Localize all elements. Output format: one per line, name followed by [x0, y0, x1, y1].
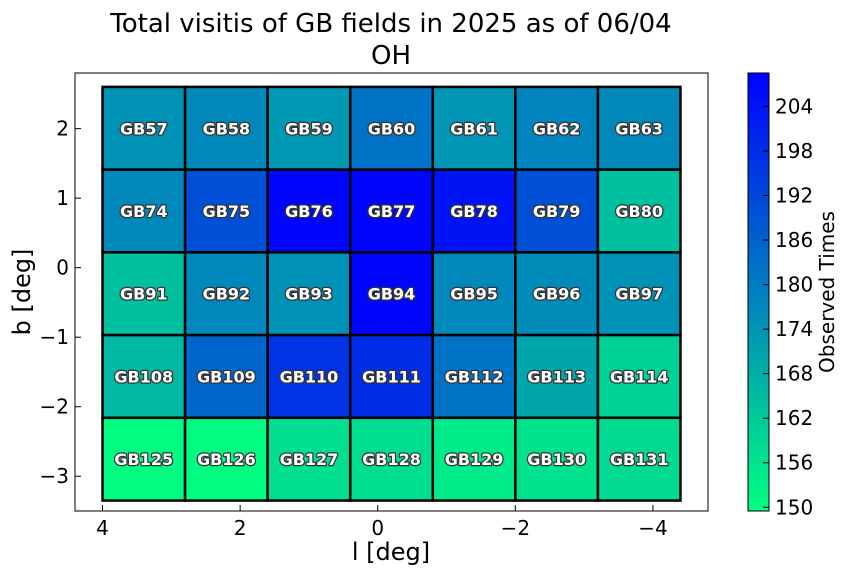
x-tick-label: 2: [234, 516, 247, 540]
heatmap-cell: [431, 333, 517, 420]
cell-label: GB131: [610, 450, 669, 469]
cell-label: GB113: [527, 367, 586, 386]
cell-label: GB76: [285, 202, 333, 221]
cell-label: GB109: [197, 367, 256, 386]
heatmap-cell: [183, 251, 269, 337]
x-tick-label: −4: [638, 516, 667, 540]
x-tick-label: −2: [501, 516, 530, 540]
cell-label: GB80: [615, 202, 663, 221]
colorbar-tick-label: 156: [775, 451, 813, 475]
y-axis-ticks: 2 1 0 −1 −2 −3: [40, 117, 81, 488]
heatmap-cell: [348, 251, 435, 337]
cell-label: GB59: [285, 119, 333, 138]
cell-label: GB60: [368, 119, 416, 138]
x-tick-label: 0: [371, 516, 384, 540]
cell-label: GB108: [114, 367, 173, 386]
cell-label: GB96: [533, 285, 581, 304]
y-tick-label: 2: [56, 117, 69, 141]
colorbar-tick-label: 162: [775, 406, 813, 430]
cell-label: GB57: [120, 119, 168, 138]
chart-title: Total visitis of GB fields in 2025 as of…: [109, 9, 671, 39]
heatmap-cell: [183, 168, 269, 254]
cell-label: GB130: [527, 450, 586, 469]
cell-label: GB94: [368, 285, 416, 304]
colorbar-tick-label: 180: [775, 273, 813, 297]
cell-label: GB78: [450, 202, 498, 221]
colorbar-tick-label: 168: [775, 362, 813, 386]
heatmap-cell: [183, 416, 269, 502]
cell-label: GB92: [203, 285, 251, 304]
colorbar-tick-label: 150: [775, 495, 813, 519]
heatmap-cell: [431, 416, 517, 502]
cell-label: GB91: [120, 285, 168, 304]
x-axis-label: l [deg]: [352, 538, 430, 566]
cell-label: GB95: [450, 285, 498, 304]
heatmap-cell: [101, 85, 187, 171]
heatmap-cell: [514, 251, 600, 337]
colorbar-tick-label: 186: [775, 228, 813, 252]
cell-label: GB114: [610, 367, 669, 386]
heatmap-cell: [514, 168, 600, 254]
cell-label: GB128: [362, 450, 421, 469]
y-axis-label: b [deg]: [8, 249, 36, 336]
x-tick-label: 4: [96, 516, 109, 540]
heatmap-cell: [101, 333, 187, 420]
colorbar-tick-label: 174: [775, 317, 813, 341]
cell-label: GB61: [450, 119, 498, 138]
y-tick-label: −3: [40, 464, 69, 488]
cell-label: GB63: [615, 119, 663, 138]
cell-label: GB79: [533, 202, 581, 221]
heatmap-cell: [348, 168, 435, 254]
cell-label: GB129: [445, 450, 504, 469]
heatmap-cell: [596, 85, 682, 171]
cell-label: GB62: [533, 119, 581, 138]
heatmap-cell: [596, 416, 682, 502]
y-tick-label: −1: [40, 325, 69, 349]
colorbar-tick-label: 192: [775, 183, 813, 207]
cell-label: GB110: [280, 367, 339, 386]
chart-subtitle: OH: [371, 41, 411, 71]
colorbar-tick-label: 198: [775, 139, 813, 163]
cell-label: GB127: [280, 450, 339, 469]
cell-label: GB112: [445, 367, 504, 386]
cell-label: GB93: [285, 285, 333, 304]
cell-label: GB111: [362, 367, 421, 386]
cell-label: GB97: [615, 285, 663, 304]
heatmap-cell: [431, 85, 517, 171]
y-tick-label: −2: [40, 395, 69, 419]
heatmap-cell: [431, 251, 517, 337]
y-tick-label: 1: [56, 186, 69, 210]
cell-label: GB77: [368, 202, 416, 221]
heatmap-cell: [596, 333, 682, 420]
colorbar: [747, 72, 770, 512]
heatmap-cell: [596, 251, 682, 337]
heatmap-cell: [101, 251, 187, 337]
x-axis-ticks: 4 2 0 −2 −4: [96, 505, 668, 540]
colorbar-label: Observed Times: [815, 211, 839, 373]
cell-label: GB58: [203, 119, 251, 138]
colorbar-ticks: 150 156 162 168 174 180 186 192 198 204: [763, 94, 813, 519]
cell-label: GB126: [197, 450, 256, 469]
heatmap-cell: [514, 416, 600, 502]
colorbar-tick-label: 204: [775, 94, 813, 118]
cell-label: GB75: [203, 202, 251, 221]
y-tick-label: 0: [56, 256, 69, 280]
cell-label: GB74: [120, 202, 168, 221]
cell-label: GB125: [114, 450, 173, 469]
heatmap-cells: GB57 GB58 GB59 GB60 GB61 GB62 GB63 GB74 GB75 GB76…: [101, 85, 682, 502]
